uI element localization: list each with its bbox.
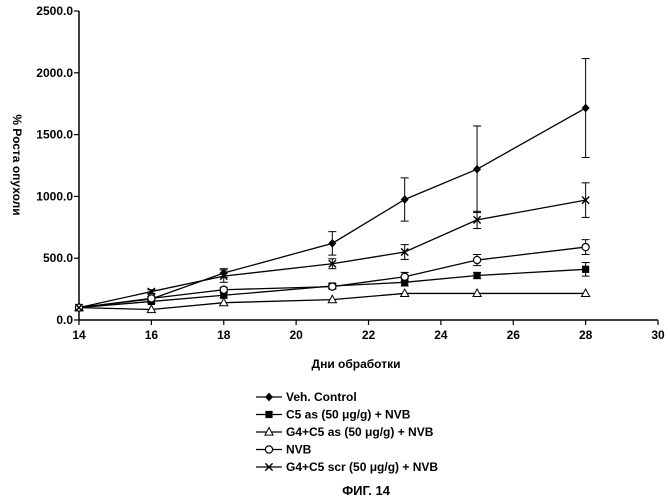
series-line-0 — [78, 107, 586, 309]
data-point — [147, 287, 156, 296]
x-tick-label: 30 — [651, 328, 665, 342]
legend-marker — [264, 426, 274, 436]
x-marker-stroke — [264, 462, 274, 472]
error-bars — [147, 58, 590, 304]
data-point — [400, 272, 409, 281]
data-point — [146, 304, 157, 314]
data-point — [328, 282, 337, 291]
data-point — [582, 265, 590, 273]
legend: Veh. Control C5 as (50 μg/g) + NVB G4+C5 a… — [256, 390, 438, 474]
legend-entry: Veh. Control — [256, 390, 357, 404]
legend-marker — [265, 410, 273, 419]
data-point — [401, 278, 409, 286]
data-point — [581, 196, 590, 205]
axes: 14 16 18 20 22 24 26 28 30 0.0 500.0 1000.0 1500.0 20… — [36, 4, 665, 342]
data-point — [473, 164, 482, 174]
y-tick-label: 2000.0 — [36, 66, 73, 80]
y-axis-title: % Роста опухоли — [10, 114, 24, 215]
data-point — [400, 247, 409, 257]
y-tick-label: 0.0 — [56, 313, 73, 327]
data-point — [580, 287, 591, 298]
data-point — [219, 268, 228, 278]
legend-marker — [264, 445, 274, 454]
x-marker-stroke — [472, 215, 482, 224]
data-point — [328, 238, 337, 248]
x-marker-stroke — [400, 247, 409, 257]
data-point — [328, 259, 337, 268]
x-tick-label: 18 — [217, 328, 231, 342]
x-axis-title: Дни обработки — [312, 357, 401, 371]
legend-entry: C5 as (50 μg/g) + NVB — [256, 408, 411, 422]
y-tick-label: 1500.0 — [36, 128, 73, 142]
legend-entry: G4+C5 scr (50 μg/g) + NVB — [256, 460, 438, 474]
legend-entry: G4+C5 as (50 μg/g) + NVB — [256, 425, 434, 439]
data-point — [74, 303, 84, 312]
x-marker-stroke — [581, 196, 590, 205]
x-tick-label: 24 — [434, 328, 448, 342]
x-marker-stroke — [328, 259, 337, 268]
x-tick-label: 16 — [145, 328, 159, 342]
x-marker-stroke — [74, 303, 84, 312]
legend-label: G4+C5 as (50 μg/g) + NVB — [286, 425, 434, 439]
data-point — [400, 195, 409, 204]
data-point — [147, 294, 156, 303]
x-tick-label: 22 — [362, 328, 376, 342]
data-point — [581, 103, 590, 113]
data-point — [327, 294, 338, 304]
data-point — [472, 215, 482, 224]
y-tick-label: 2500.0 — [36, 4, 73, 18]
data-point — [218, 297, 229, 307]
data-point — [472, 287, 483, 298]
legend-label: G4+C5 scr (50 μg/g) + NVB — [286, 460, 438, 474]
x-tick-label: 20 — [289, 328, 303, 342]
data-point — [220, 291, 228, 299]
y-tick-label: 500.0 — [43, 251, 73, 265]
legend-entry: NVB — [256, 443, 312, 457]
x-marker-stroke — [219, 272, 228, 281]
legend-label: NVB — [286, 443, 312, 457]
legend-marker — [265, 392, 273, 402]
y-tick-label: 1000.0 — [36, 189, 73, 203]
x-tick-label: 28 — [579, 328, 593, 342]
series-lines — [78, 107, 586, 311]
data-point — [219, 272, 228, 281]
x-tick-label: 26 — [507, 328, 521, 342]
data-point — [219, 285, 228, 294]
legend-label: Veh. Control — [286, 390, 357, 404]
data-point — [472, 255, 482, 265]
legend-marker — [264, 462, 274, 472]
figure-caption: ФИГ. 14 — [342, 483, 391, 498]
series-markers — [74, 103, 591, 314]
x-tick-label: 14 — [72, 328, 86, 342]
data-point — [473, 271, 481, 280]
data-point — [399, 287, 410, 298]
x-marker-stroke — [147, 287, 156, 296]
legend-label: C5 as (50 μg/g) + NVB — [286, 408, 411, 422]
data-point — [581, 242, 590, 252]
